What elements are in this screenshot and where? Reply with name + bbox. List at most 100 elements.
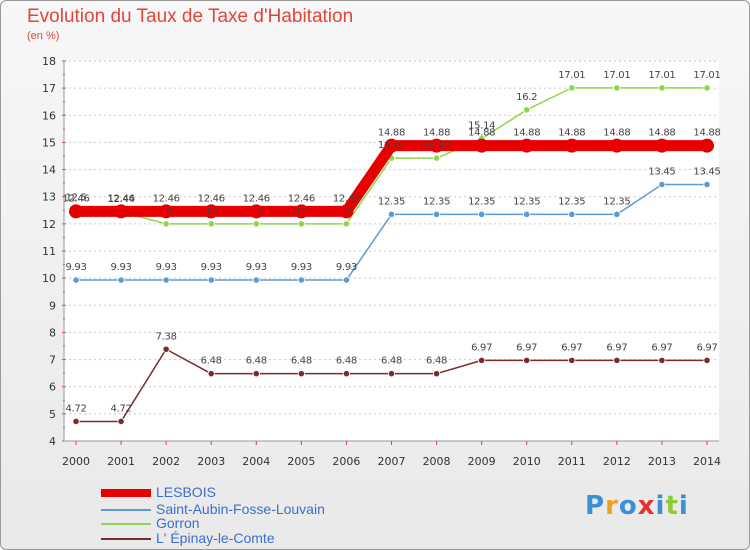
data-label: 17.01 bbox=[648, 70, 675, 81]
proxiti-logo: Proxiti bbox=[585, 491, 689, 521]
data-point bbox=[69, 204, 83, 219]
data-label: 4.72 bbox=[65, 403, 86, 414]
y-tick-label: 16 bbox=[42, 109, 56, 122]
x-tick-label: 2005 bbox=[287, 455, 315, 468]
data-label: 6.97 bbox=[606, 342, 627, 353]
data-point bbox=[252, 276, 260, 284]
legend-label: LESBOIS bbox=[156, 484, 216, 500]
data-label: 6.97 bbox=[696, 342, 717, 353]
x-tick-label: 2000 bbox=[62, 455, 90, 468]
data-label: 15.14 bbox=[468, 121, 495, 132]
data-label: 14.88 bbox=[603, 128, 630, 139]
data-label: 6.97 bbox=[561, 342, 582, 353]
x-tick-label: 2010 bbox=[513, 455, 541, 468]
y-tick-label: 10 bbox=[42, 272, 56, 285]
data-label: 6.97 bbox=[516, 342, 537, 353]
data-label: 7.38 bbox=[156, 331, 177, 342]
data-label: 14.88 bbox=[423, 128, 450, 139]
data-label: 9.93 bbox=[246, 262, 267, 273]
legend-item-gorron: Gorron bbox=[101, 515, 401, 532]
data-point bbox=[72, 417, 80, 426]
data-label: 12 bbox=[340, 206, 352, 217]
data-label: 12.44 bbox=[108, 194, 135, 205]
data-point bbox=[658, 84, 666, 92]
data-point bbox=[523, 356, 531, 364]
chart-title: Evolution du Taux de Taxe d'Habitation bbox=[27, 6, 354, 27]
data-point bbox=[162, 345, 170, 353]
logo-letter: P bbox=[585, 491, 606, 521]
data-point bbox=[429, 138, 444, 153]
y-tick-label: 9 bbox=[49, 299, 56, 312]
x-tick-label: 2013 bbox=[648, 455, 676, 468]
data-point bbox=[207, 276, 215, 284]
data-label: 16.2 bbox=[516, 92, 537, 103]
data-point bbox=[384, 138, 399, 153]
data-label: 12 bbox=[295, 206, 307, 217]
data-label: 9.93 bbox=[336, 262, 357, 273]
data-label: 12.46 bbox=[243, 193, 270, 204]
data-label: 12.35 bbox=[468, 196, 495, 207]
data-label: 17.01 bbox=[693, 70, 720, 81]
y-axis-unit: (en %) bbox=[27, 30, 60, 42]
x-tick-label: 2009 bbox=[468, 455, 496, 468]
x-tick-label: 2014 bbox=[693, 455, 721, 468]
y-tick-label: 6 bbox=[49, 381, 56, 394]
y-tick-label: 11 bbox=[42, 245, 56, 258]
x-tick-label: 2011 bbox=[558, 455, 586, 468]
data-point bbox=[523, 106, 531, 114]
data-label: 12.35 bbox=[513, 196, 540, 207]
logo-letter: x bbox=[637, 491, 656, 521]
y-tick-label: 4 bbox=[49, 435, 56, 448]
data-label: 13.45 bbox=[693, 167, 720, 178]
data-label: 14.88 bbox=[648, 128, 675, 139]
data-point bbox=[117, 276, 125, 284]
data-point bbox=[519, 138, 534, 153]
data-label: 4.72 bbox=[111, 403, 132, 414]
data-label: 6.48 bbox=[381, 356, 402, 367]
data-point bbox=[207, 370, 215, 378]
logo-letter: i bbox=[678, 491, 689, 521]
x-tick-label: 2003 bbox=[197, 455, 225, 468]
y-tick-label: 7 bbox=[49, 354, 56, 367]
data-point bbox=[658, 180, 666, 189]
data-label: 6.97 bbox=[471, 342, 492, 353]
legend-swatch bbox=[101, 509, 151, 511]
data-point bbox=[568, 210, 576, 218]
data-label: 12.46 bbox=[153, 193, 180, 204]
data-label: 14.88 bbox=[513, 128, 540, 139]
data-point bbox=[294, 204, 309, 219]
data-point bbox=[162, 220, 170, 228]
data-point bbox=[159, 204, 174, 219]
data-point bbox=[387, 370, 396, 378]
data-label: 9.93 bbox=[156, 262, 177, 273]
data-label: 6.97 bbox=[651, 342, 672, 353]
data-point bbox=[613, 356, 621, 364]
data-point bbox=[297, 276, 305, 284]
data-point bbox=[339, 204, 354, 219]
y-tick-label: 8 bbox=[49, 326, 56, 339]
legend-item-epinay: L' Épinay-le-Comte bbox=[101, 530, 401, 547]
x-tick-label: 2007 bbox=[378, 455, 406, 468]
data-label: 14.88 bbox=[693, 128, 720, 139]
data-point bbox=[613, 84, 621, 92]
y-tick-label: 12 bbox=[42, 218, 56, 231]
data-label: 12 bbox=[205, 206, 217, 217]
data-label: 12.46 bbox=[108, 193, 135, 204]
data-point bbox=[342, 220, 351, 228]
legend-swatch bbox=[101, 489, 151, 497]
data-label: 9.93 bbox=[65, 262, 86, 273]
data-label: 12.46 bbox=[198, 193, 225, 204]
y-tick-label: 13 bbox=[42, 191, 56, 204]
legend-swatch bbox=[101, 523, 151, 525]
data-point bbox=[162, 276, 170, 284]
x-tick-label: 2001 bbox=[107, 455, 135, 468]
data-point bbox=[700, 138, 714, 153]
data-label: 17.01 bbox=[603, 70, 630, 81]
y-tick-label: 17 bbox=[42, 82, 56, 95]
y-tick-label: 5 bbox=[49, 408, 56, 421]
data-point bbox=[387, 210, 396, 218]
data-label: 14.88 bbox=[378, 128, 405, 139]
data-point bbox=[252, 220, 260, 228]
